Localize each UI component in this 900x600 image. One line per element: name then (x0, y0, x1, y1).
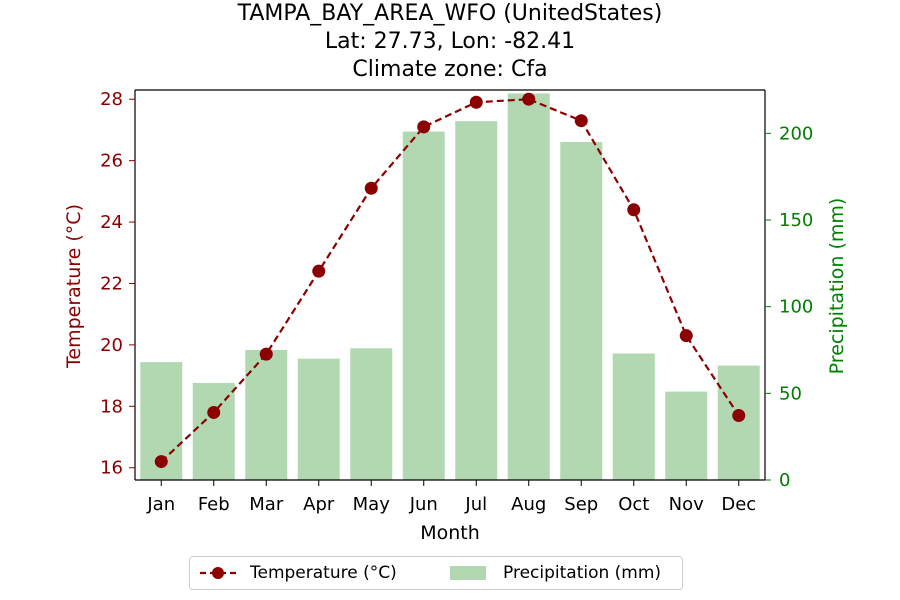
precipitation-bar (612, 353, 655, 480)
temperature-point (417, 120, 431, 134)
y-right-tick-label: 200 (779, 123, 813, 144)
x-tick-label: Jan (146, 494, 175, 515)
temperature-point (154, 455, 168, 469)
temperature-line (160, 98, 740, 463)
y-left-tick-label: 16 (100, 458, 123, 479)
temperature-point (364, 181, 378, 195)
precipitation-bars (140, 93, 760, 480)
temperature-point (627, 203, 641, 217)
y-left-tick-label: 20 (100, 335, 123, 356)
x-tick-label: Mar (249, 494, 284, 515)
x-tick-label: Dec (721, 494, 756, 515)
temperature-point (312, 264, 326, 278)
x-tick-label: May (353, 494, 391, 515)
precipitation-bar (245, 350, 288, 480)
legend-item-temperature: Temperature (°C) (198, 557, 397, 589)
y-axis-right-label: Precipitation (mm) (826, 198, 848, 375)
x-tick-label: Aug (511, 494, 546, 515)
temperature-series (154, 92, 746, 469)
chart-title-line-3: Climate zone: Cfa (352, 57, 548, 82)
legend-label-temperature: Temperature (°C) (250, 563, 397, 583)
legend-bar-swatch (450, 566, 486, 580)
x-axis-label: Month (420, 522, 480, 544)
x-tick-label: Nov (669, 494, 704, 515)
y-left-tick-label: 24 (100, 212, 123, 233)
chart-title-line-2: Lat: 27.73, Lon: -82.41 (324, 29, 576, 54)
legend-item-precipitation: Precipitation (mm) (448, 557, 661, 589)
precipitation-bar (507, 93, 550, 480)
precipitation-bar (665, 391, 708, 480)
x-tick-label: Feb (198, 494, 230, 515)
x-tick-label: Oct (618, 494, 649, 515)
chart-axes: Jan Feb Mar Apr May Jun Jul Aug Sep Oct Nov Dec 16 18… (100, 89, 813, 515)
precipitation-bar (350, 348, 393, 480)
x-tick-label: Apr (303, 494, 335, 515)
y-right-tick-label: 0 (779, 470, 790, 491)
precipitation-bar (192, 382, 235, 480)
y-left-tick-label: 18 (100, 396, 123, 417)
precipitation-bar (297, 358, 340, 480)
temperature-point (522, 92, 536, 106)
precipitation-bar (717, 365, 760, 480)
temperature-point (259, 347, 273, 361)
y-left-tick-label: 22 (100, 273, 123, 294)
legend-label-precipitation: Precipitation (mm) (503, 563, 662, 583)
temperature-point (732, 409, 746, 423)
legend-line-swatch (200, 567, 236, 579)
precipitation-bar (402, 131, 445, 480)
y-axis-left-label: Temperature (°C) (63, 204, 85, 369)
x-tick-label: Sep (564, 494, 598, 515)
temperature-point (469, 95, 483, 109)
precipitation-bar (455, 121, 498, 480)
temperature-point (207, 405, 221, 419)
y-left-tick-label: 26 (100, 151, 123, 172)
y-right-tick-label: 50 (779, 383, 802, 404)
precipitation-bar (560, 142, 603, 480)
x-tick-label: Jul (464, 494, 487, 515)
chart-title: TAMPA_BAY_AREA_WFO (UnitedStates) Lat: 2… (0, 0, 900, 84)
y-right-tick-label: 100 (779, 297, 813, 318)
temperature-point (574, 114, 588, 128)
y-left-tick-label: 28 (100, 89, 123, 110)
y-right-tick-label: 150 (779, 210, 813, 231)
x-tick-label: Jun (409, 494, 438, 515)
chart-title-line-1: TAMPA_BAY_AREA_WFO (UnitedStates) (237, 1, 663, 26)
legend: Temperature (°C) Precipitation (mm) (189, 556, 683, 590)
temperature-point (679, 329, 693, 343)
